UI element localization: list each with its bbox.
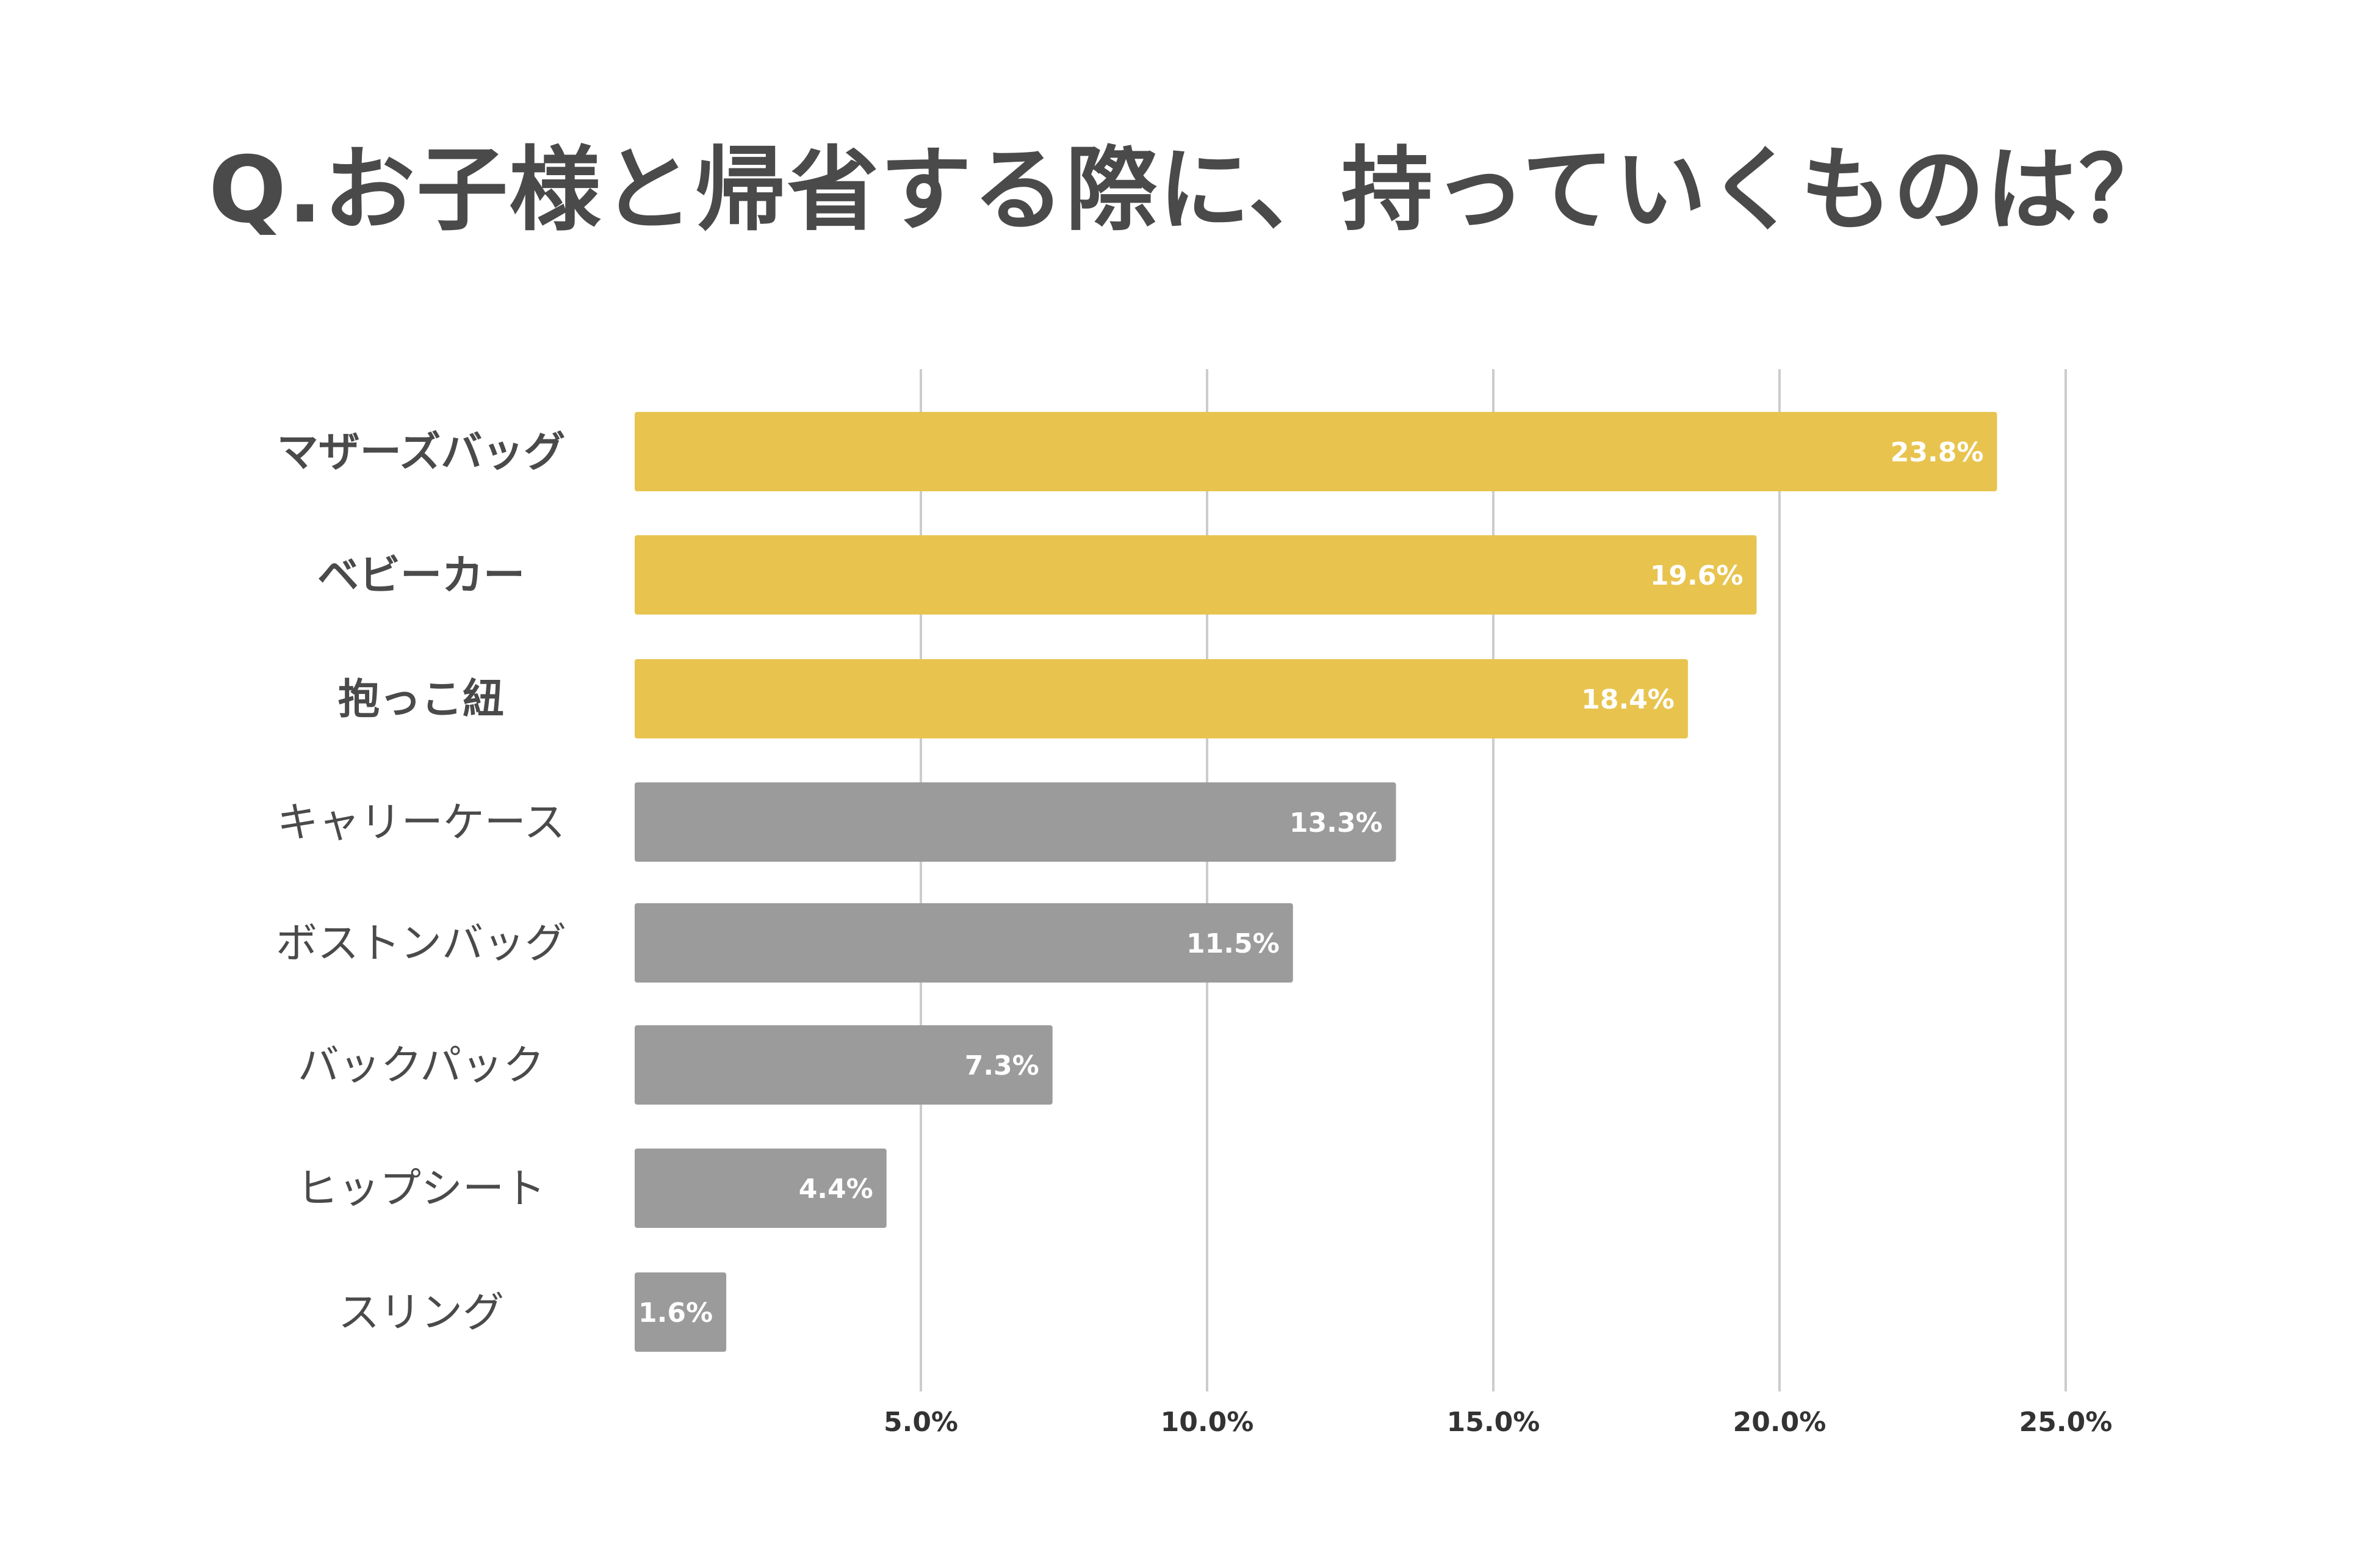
data-label: 4.4% <box>799 1174 873 1205</box>
bar <box>635 535 1757 615</box>
category-label: スリング <box>338 1289 504 1337</box>
bar <box>635 903 1293 983</box>
bar <box>635 659 1688 738</box>
x-tick-label: 25.0% <box>2019 1407 2113 1438</box>
category-label: キャリーケース <box>277 799 566 847</box>
category-label: ベビーカー <box>317 552 525 600</box>
data-label: 1.6% <box>638 1297 713 1329</box>
x-tick-label: 20.0% <box>1733 1407 1826 1438</box>
bar <box>635 1149 887 1228</box>
bar <box>635 1025 1053 1105</box>
data-label: 19.6% <box>1650 560 1744 591</box>
x-tick-label: 10.0% <box>1161 1407 1254 1438</box>
data-label: 23.8% <box>1891 437 1984 468</box>
x-tick-label: 15.0% <box>1447 1407 1540 1438</box>
category-label: ヒップシート <box>297 1165 546 1213</box>
category-label: 抱っこ紐 <box>338 676 504 724</box>
x-tick-label: 5.0% <box>884 1407 958 1438</box>
bar <box>635 782 1396 862</box>
data-label: 7.3% <box>965 1050 1039 1081</box>
data-label: 11.5% <box>1186 928 1280 959</box>
category-label: マザーズバッグ <box>277 428 566 477</box>
chart-title: Q.お子様と帰省する際に、持っていくものは？ <box>208 137 2172 244</box>
category-label: ボストンバッグ <box>276 920 566 968</box>
data-label: 13.3% <box>1289 807 1383 839</box>
bar <box>635 412 1997 491</box>
bar <box>635 1272 727 1352</box>
data-label: 18.4% <box>1581 684 1675 715</box>
category-label: バックパック <box>298 1042 545 1090</box>
